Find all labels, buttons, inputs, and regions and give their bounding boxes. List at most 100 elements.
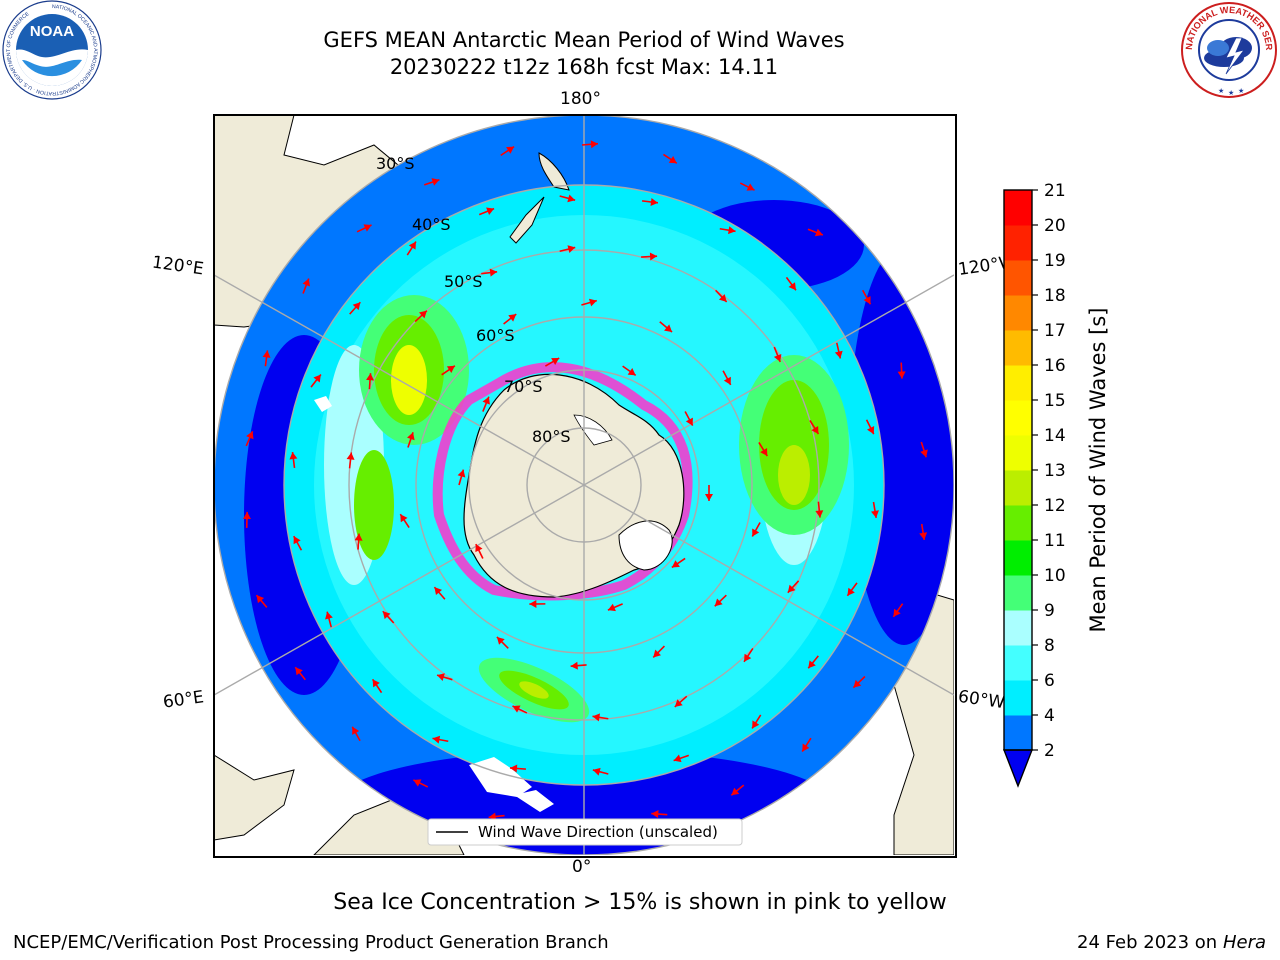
wind-wave-arrowhead: [289, 452, 298, 460]
colorbar-bin: [1004, 435, 1032, 471]
colorbar-tick-label: 20: [1044, 216, 1066, 236]
colorbar-label: Mean Period of Wind Waves [s]: [1086, 307, 1110, 633]
wind-wave-arrowhead: [457, 469, 466, 478]
wind-wave-arrowhead: [413, 779, 422, 787]
wind-wave-arrowhead: [893, 608, 901, 617]
wind-wave-arrowhead: [773, 353, 782, 362]
noaa-logo: NOAA NATIONAL OCEANIC AND ATMOSPHERIC AD…: [2, 0, 102, 100]
svg-text:★: ★: [1238, 87, 1244, 95]
colorbar-bin: [1004, 365, 1032, 401]
wind-wave-arrowhead: [506, 146, 515, 154]
svg-text:★: ★: [1218, 87, 1224, 95]
wind-wave-arrowhead: [302, 278, 311, 287]
wind-wave-arrowhead: [570, 661, 578, 670]
wind-wave-arrowhead: [346, 452, 355, 460]
wind-wave-arrowhead: [372, 679, 380, 688]
colorbar-bin: [1004, 680, 1032, 716]
wind-wave-arrowhead: [246, 431, 254, 440]
wind-wave-arrowhead: [295, 667, 303, 676]
graticule: [214, 115, 954, 855]
wind-wave-arrowhead: [627, 368, 636, 376]
lon-label-120e: 120°E: [150, 252, 205, 280]
wind-wave-arrowhead: [787, 584, 796, 593]
colorbar-tick-label: 11: [1044, 531, 1066, 551]
colorbar-bin: [1004, 715, 1032, 751]
colorbar-bin: [1004, 540, 1032, 576]
wind-wave-arrowhead: [431, 178, 440, 186]
wind-wave-arrowhead: [432, 735, 441, 744]
wind-wave-arrowhead: [714, 598, 723, 607]
colorbar-tick-label: 6: [1044, 671, 1055, 691]
wind-wave-arrowhead: [867, 426, 875, 435]
colorbar-bin: [1004, 260, 1032, 296]
wind-wave-arrowhead: [354, 533, 363, 541]
wind-wave-arrowhead: [815, 510, 824, 518]
svg-text:★: ★: [1228, 89, 1234, 97]
wind-wave-arrowhead: [489, 268, 498, 277]
wind-wave-arrowhead: [802, 743, 810, 752]
wind-wave-arrowhead: [509, 764, 518, 773]
wind-wave-arrowhead: [808, 660, 816, 669]
wind-wave-arrowhead: [256, 595, 265, 604]
colorbar-tick-label: 9: [1044, 601, 1055, 621]
wind-wave-arrowhead: [363, 224, 372, 232]
colorbar-tick-label: 21: [1044, 182, 1066, 201]
colorbar-tick-label: 16: [1044, 356, 1066, 376]
wind-wave-arrowhead: [752, 720, 760, 729]
wind-wave-arrowhead: [352, 726, 360, 735]
wind-wave-arrowhead: [567, 194, 576, 203]
wind-wave-arrowhead: [853, 679, 862, 688]
host-name: Hera: [1222, 932, 1266, 953]
colorbar-tick-label: 19: [1044, 251, 1066, 271]
wind-wave-arrowhead: [400, 514, 408, 523]
wind-wave-arrowhead: [486, 207, 495, 215]
wind-wave-arrowhead: [590, 140, 598, 149]
colorbar-bin: [1004, 610, 1032, 646]
wind-wave-arrowhead: [650, 198, 658, 206]
colorbar-tick-label: 14: [1044, 426, 1066, 446]
wind-wave-arrowhead: [496, 636, 505, 645]
wind-wave-arrowhead: [668, 156, 677, 164]
wind-wave-arrowhead: [242, 511, 251, 520]
colorbar-bin: [1004, 470, 1032, 506]
wind-wave-arrowhead: [512, 705, 521, 713]
wind-wave-arrowhead: [731, 787, 740, 796]
chart-subtitle: 20230222 t12z 168h fcst Max: 14.11: [389, 55, 779, 79]
wind-wave-arrows: [242, 140, 928, 829]
lat-label-60s: 60°S: [476, 326, 515, 345]
map-legend: Wind Wave Direction (unscaled): [427, 818, 743, 846]
colorbar: 2 4 6 8 9 10 11 12 13 14 15 16 17 18 19 20 21: [1002, 182, 1066, 788]
wind-wave-arrowhead: [919, 532, 928, 540]
wind-wave-arrowhead: [834, 350, 843, 359]
colorbar-bin: [1004, 575, 1032, 611]
wind-wave-arrowhead: [262, 350, 271, 358]
wind-wave-arrowhead: [588, 298, 597, 307]
colorbar-tick-label: 18: [1044, 286, 1066, 306]
wind-wave-arrowhead: [551, 358, 560, 366]
wind-wave-arrowhead: [434, 587, 443, 596]
credit-text: NCEP/EMC/Verification Post Processing Pr…: [13, 932, 609, 953]
colorbar-bin: [1004, 190, 1032, 226]
colorbar-bin: [1004, 645, 1032, 681]
wind-wave-arrowhead: [746, 183, 755, 191]
sea-ice-note: Sea Ice Concentration > 15% is shown in …: [333, 890, 947, 915]
footer-date: 24 Feb 2023 on Hera: [1077, 932, 1266, 953]
lat-label-80s: 80°S: [532, 427, 571, 446]
wind-wave-arrowhead: [847, 587, 855, 596]
colorbar-tick-label: 8: [1044, 636, 1055, 656]
wind-wave-arrowhead: [897, 371, 906, 379]
wind-wave-arrowhead: [685, 417, 693, 426]
wind-wave-arrowhead: [673, 754, 682, 763]
colorbar-tick-label: 12: [1044, 496, 1066, 516]
colorbar-tick-label: 10: [1044, 566, 1066, 586]
wind-wave-arrowhead: [325, 611, 333, 620]
lat-label-30s: 30°S: [376, 154, 415, 173]
colorbar-tick-label: 13: [1044, 461, 1066, 481]
colorbar-tick-label: 2: [1044, 741, 1055, 761]
wind-wave-arrowhead: [649, 252, 658, 261]
wind-wave-arrowhead: [446, 365, 455, 374]
wind-wave-arrowhead: [651, 810, 659, 819]
wind-wave-arrowhead: [607, 603, 616, 612]
wind-wave-arrowhead: [920, 449, 928, 458]
wind-wave-arrowhead: [508, 314, 517, 322]
